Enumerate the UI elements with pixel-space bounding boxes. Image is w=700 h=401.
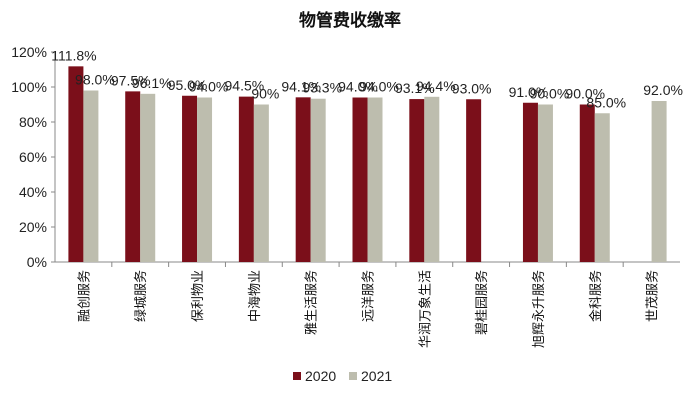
legend: 2020 2021 <box>293 368 392 384</box>
bar-2021 <box>310 98 326 262</box>
legend-swatch-2020 <box>293 372 301 380</box>
y-tick-label: 0% <box>27 254 47 270</box>
category-label: 金科服务 <box>588 270 604 322</box>
category-label: 旭辉永升服务 <box>531 270 547 348</box>
data-label: 92.0% <box>643 82 683 98</box>
bar-2021 <box>367 97 383 262</box>
data-label: 94.0% <box>338 79 378 95</box>
category-label: 保利物业 <box>191 270 206 322</box>
data-label: 96.1% <box>132 75 172 91</box>
legend-swatch-2021 <box>349 372 357 380</box>
y-tick-label: 40% <box>19 184 47 200</box>
bar-2021 <box>537 104 553 262</box>
data-label: 93.3% <box>302 80 342 96</box>
legend-label-2021: 2021 <box>361 368 392 384</box>
category-label: 雅生活服务 <box>304 270 320 335</box>
data-labels: 111.8%98.0%97.5%96.1%95.0%94.0%94.5%90% 9… <box>51 47 683 110</box>
bar-2020 <box>68 66 84 262</box>
bars <box>68 66 667 262</box>
data-label: 94.5% <box>225 78 265 94</box>
y-tick-label: 20% <box>19 219 47 235</box>
bar-2020 <box>182 95 198 262</box>
data-label: 93.0% <box>452 80 492 96</box>
category-labels: 融创服务 绿城服务 保利物业 中海物业 雅生活服务 远洋服务 华润万象生活 碧桂园服务 旭辉永升… <box>76 270 660 348</box>
data-label: 94.1% <box>281 78 321 94</box>
y-tick-label: 120% <box>11 44 47 60</box>
bar-2020 <box>352 97 368 262</box>
bar-2020 <box>409 99 425 262</box>
y-tick-label: 60% <box>19 149 47 165</box>
bar-2020 <box>125 91 141 262</box>
y-tick-label: 100% <box>11 79 47 95</box>
data-label: 94.0% <box>189 79 229 95</box>
data-label: 90.0% <box>565 86 605 102</box>
data-label: 111.8% <box>51 47 96 63</box>
category-label: 融创服务 <box>76 270 92 322</box>
bar-2021 <box>424 96 440 262</box>
data-label: 98.0% <box>75 72 115 88</box>
bar-2021 <box>651 101 667 262</box>
x-axis <box>55 261 680 267</box>
data-label: 97.5% <box>111 72 151 88</box>
bar-2021 <box>197 97 213 262</box>
category-label: 中海物业 <box>248 270 263 322</box>
bar-2020 <box>522 102 538 262</box>
bar-2020 <box>466 99 482 262</box>
legend-label-2020: 2020 <box>305 368 336 384</box>
category-label: 绿城服务 <box>133 270 149 322</box>
y-tick-label: 80% <box>19 114 47 130</box>
bar-2021 <box>83 90 99 262</box>
bar-2020 <box>579 104 595 262</box>
data-label: 95.0% <box>168 77 208 93</box>
data-label: 85.0% <box>586 94 626 110</box>
data-label: 91.0% <box>509 84 549 100</box>
category-label: 碧桂园服务 <box>474 270 490 335</box>
bar-2021 <box>140 93 156 262</box>
chart-title: 物管费收缴率 <box>299 10 401 31</box>
y-axis: 0% 20% 40% 60% 80% 100% 120% <box>11 44 56 270</box>
data-label: 90% <box>251 86 279 102</box>
data-label: 94.4% <box>416 78 456 94</box>
data-label: 94.0% <box>359 79 399 95</box>
bar-2021 <box>594 113 610 262</box>
category-label: 世茂服务 <box>645 270 661 322</box>
data-label: 90.0% <box>530 86 570 102</box>
bar-2020 <box>295 97 311 262</box>
bar-2020 <box>238 96 254 262</box>
category-label: 远洋服务 <box>361 270 377 322</box>
bar-2021 <box>253 104 269 262</box>
category-label: 华润万象生活 <box>418 270 433 348</box>
data-label: 93.1% <box>395 80 435 96</box>
